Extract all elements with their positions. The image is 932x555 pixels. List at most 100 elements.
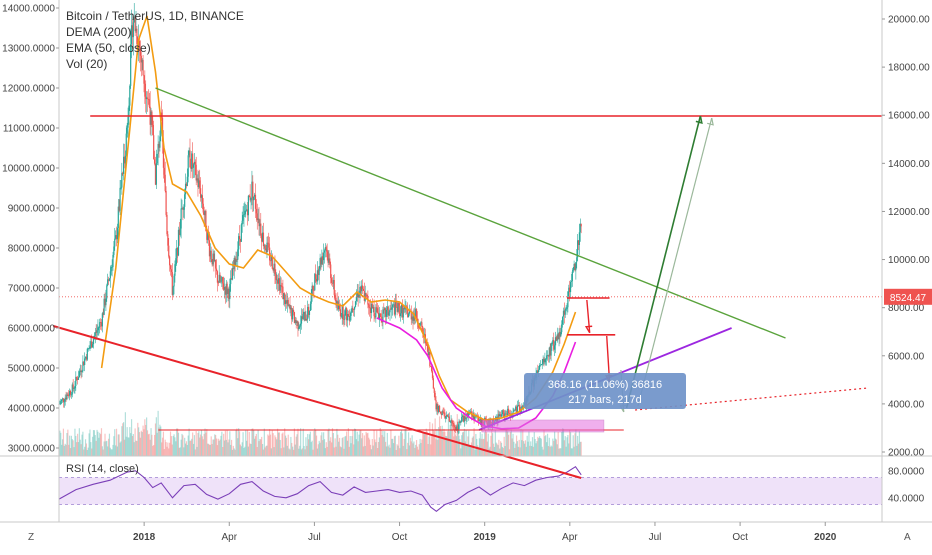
volume-bar	[463, 428, 465, 456]
candle-body	[246, 209, 248, 211]
candle-body	[340, 316, 342, 317]
projection-arrow-up	[625, 115, 702, 409]
candle-body	[329, 258, 331, 265]
candle-body	[279, 284, 281, 291]
candle-body	[288, 304, 290, 306]
candle-body	[411, 316, 413, 320]
candle-body	[301, 316, 303, 319]
volume-bar	[377, 448, 379, 456]
volume-bar	[94, 435, 96, 456]
candle-body	[75, 376, 77, 386]
candle-body	[147, 98, 149, 100]
volume-bar	[84, 439, 87, 456]
candle-body	[318, 268, 320, 276]
candle-body	[311, 285, 313, 296]
volume-bar	[283, 447, 285, 456]
candle-body	[134, 16, 136, 32]
candle-body	[159, 136, 161, 148]
volume-bar	[254, 436, 257, 456]
candle-body	[578, 232, 581, 246]
candle-body	[198, 180, 200, 188]
candle-body	[214, 260, 216, 261]
volume-bar	[444, 431, 446, 456]
volume-bar	[201, 436, 203, 456]
candle-body	[554, 337, 557, 346]
x-axis-label: Apr	[221, 532, 237, 543]
volume-bar	[126, 427, 128, 456]
candle-body	[184, 194, 186, 207]
rsi-axis-label: 40.0000	[888, 493, 925, 504]
candle-body	[479, 418, 481, 421]
volume-bar	[364, 445, 366, 456]
volume-bar	[334, 438, 336, 456]
volume-bar	[288, 448, 290, 456]
candle-body	[338, 305, 340, 310]
volume-bar	[329, 440, 331, 456]
candle-body	[77, 377, 80, 380]
candle-body	[460, 421, 462, 423]
volume-bar	[439, 425, 442, 456]
volume-bar	[390, 429, 392, 456]
volume-bar	[386, 432, 388, 456]
volume-bar	[282, 432, 284, 456]
candle-body	[176, 247, 178, 259]
candle-body	[573, 263, 575, 270]
volume-bar	[267, 434, 269, 456]
volume-bar	[64, 443, 66, 456]
volume-bar	[300, 428, 302, 456]
volume-bar	[437, 439, 439, 456]
volume-bar	[356, 431, 358, 456]
volume-bar	[97, 431, 99, 456]
volume-bar	[485, 432, 488, 456]
candle-body	[372, 306, 374, 309]
candle-body	[133, 16, 135, 23]
candle-body	[357, 293, 359, 298]
volume-bar	[76, 433, 79, 456]
volume-bar	[238, 428, 240, 456]
volume-bar	[552, 438, 554, 456]
candle-body	[126, 127, 128, 134]
candle-body	[446, 415, 449, 417]
candle-body	[454, 426, 456, 428]
candle-body	[561, 324, 563, 333]
x-axis-label: Jul	[649, 532, 662, 543]
volume-bar	[571, 448, 573, 456]
candle-body	[415, 309, 418, 319]
auto-scale-button[interactable]: A	[904, 532, 911, 543]
volume-bar	[222, 446, 224, 456]
candle-body	[62, 398, 65, 403]
volume-bar	[418, 444, 420, 456]
candle-body	[81, 371, 83, 373]
volume-bar	[506, 429, 508, 456]
candle-body	[123, 156, 125, 174]
volume-bar	[445, 435, 447, 456]
candle-body	[452, 423, 454, 424]
candle-body	[383, 309, 385, 311]
candle-body	[132, 22, 134, 38]
right-axis-label: 20000.00	[888, 15, 930, 26]
volume-bar	[377, 441, 380, 456]
candle-body	[560, 332, 562, 337]
right-axis-label: 8000.00	[888, 303, 925, 314]
volume-bar	[313, 431, 315, 456]
volume-bar	[370, 449, 373, 456]
volume-bar	[362, 446, 365, 456]
volume-bar	[91, 448, 93, 456]
candle-body	[548, 347, 550, 357]
timezone-z-button[interactable]: Z	[28, 532, 35, 543]
volume-bar	[205, 432, 207, 456]
volume-bar	[406, 449, 408, 456]
candle-body	[140, 55, 142, 63]
volume-bar	[378, 437, 380, 456]
candle-body	[152, 125, 154, 136]
candle-body	[174, 264, 176, 276]
volume-bar	[130, 419, 133, 456]
volume-bar	[493, 446, 496, 456]
candle-body	[73, 388, 75, 390]
candle-body	[185, 183, 188, 187]
volume-bar	[405, 428, 407, 456]
volume-bar	[269, 434, 272, 456]
volume-bar	[460, 448, 462, 456]
candle-body	[294, 320, 296, 324]
